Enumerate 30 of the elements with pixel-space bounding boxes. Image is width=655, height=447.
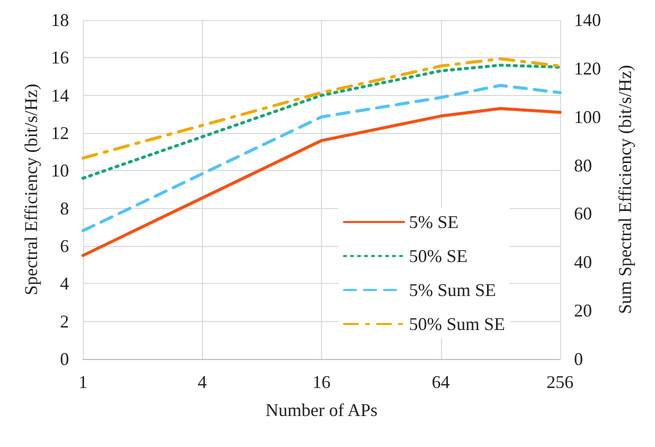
y-tick-label: 6 (60, 236, 69, 256)
legend-label: 5% Sum SE (409, 280, 496, 300)
y-tick-label: 2 (60, 311, 69, 332)
y-tick-label: 12 (51, 123, 69, 143)
y-axis-title: Spectral Efficiency (bit/s/Hz) (21, 84, 42, 296)
y-tick-label: 10 (51, 160, 69, 181)
x-tick-label: 4 (198, 372, 207, 392)
y2-tick-label: 60 (574, 204, 592, 224)
y2-tick-label: 20 (574, 300, 592, 321)
y-tick-label: 14 (51, 85, 69, 106)
y-tick-label: 8 (60, 198, 69, 218)
y2-tick-label: 100 (574, 106, 601, 127)
y-tick-label: 16 (51, 48, 69, 68)
y-tick-label: 18 (51, 10, 69, 30)
y2-tick-label: 40 (574, 252, 592, 272)
legend-label: 50% Sum SE (409, 314, 506, 334)
y-tick-label: 0 (60, 349, 69, 369)
x-tick-label: 64 (432, 372, 450, 392)
x-tick-label: 1 (78, 372, 88, 392)
legend-label: 50% SE (409, 246, 468, 266)
y2-tick-label: 80 (574, 155, 592, 176)
legend-label: 5% SE (409, 212, 459, 232)
y2-tick-label: 120 (574, 58, 601, 78)
y2-tick-label: 0 (574, 349, 583, 369)
y-tick-label: 4 (60, 274, 69, 294)
x-axis-title: Number of APs (266, 400, 378, 420)
x-tick-label: 256 (546, 372, 574, 392)
x-tick-label: 16 (312, 372, 330, 392)
y2-tick-label: 140 (574, 10, 601, 30)
y2-axis-title: Sum Spectral Efficiency (bit/s/Hz) (615, 64, 635, 314)
